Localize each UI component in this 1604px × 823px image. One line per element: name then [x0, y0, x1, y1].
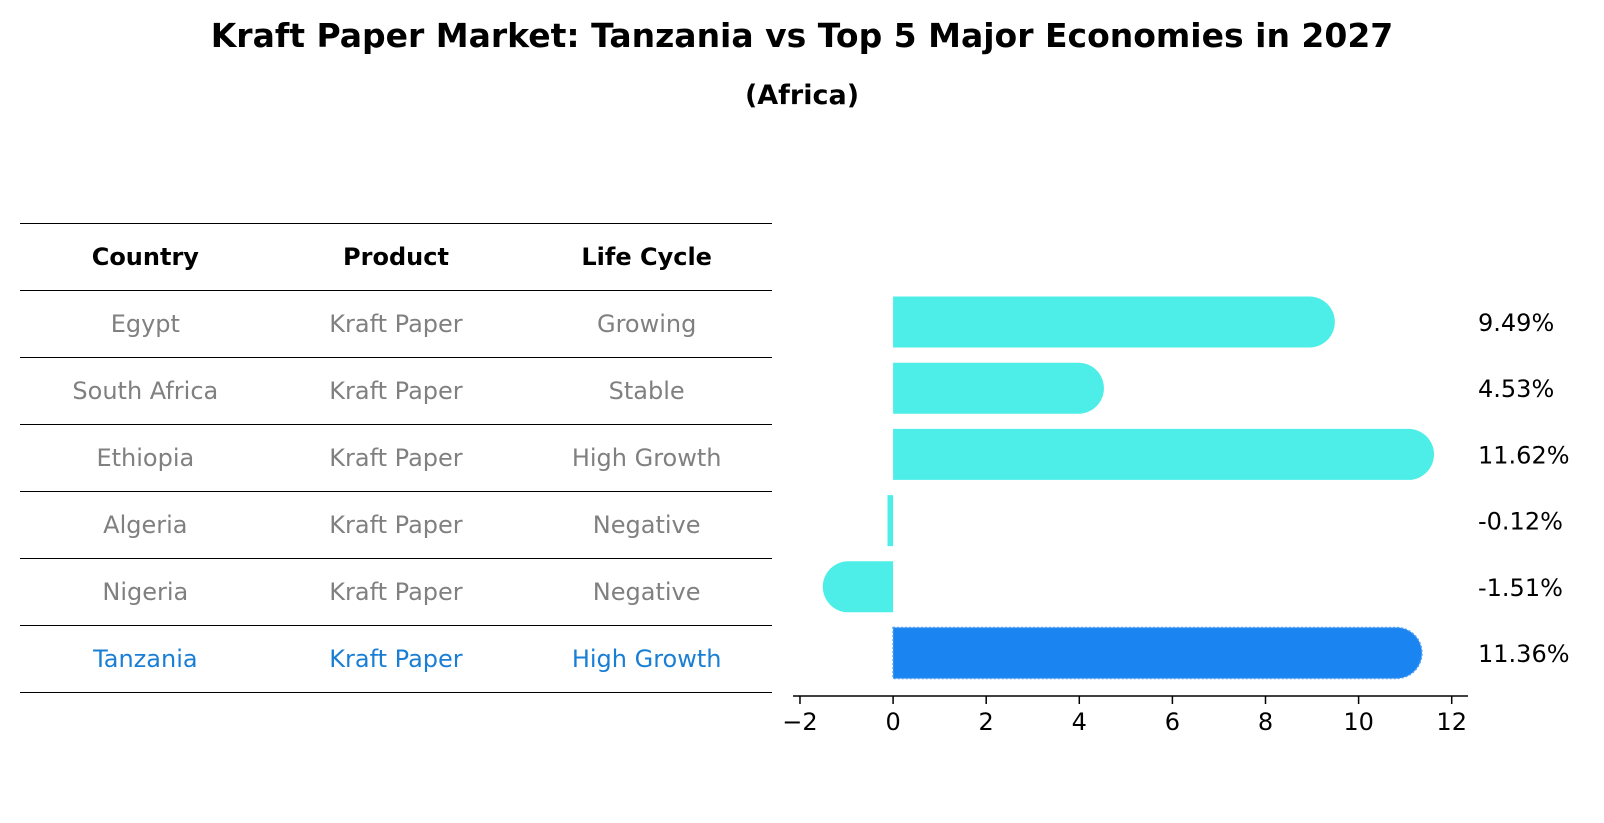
cell-country: Ethiopia [20, 424, 271, 492]
x-tick-label: 10 [1343, 708, 1374, 736]
country-table: Country Product Life Cycle Egypt Kraft P… [20, 223, 772, 693]
table-row: Nigeria Kraft Paper Negative [20, 558, 772, 626]
table-row: Ethiopia Kraft Paper High Growth [20, 424, 772, 492]
table-row: Egypt Kraft Paper Growing [20, 290, 772, 358]
value-label: -0.12% [1478, 508, 1563, 536]
header-life-cycle: Life Cycle [521, 223, 772, 291]
cell-life-cycle: High Growth [521, 424, 772, 492]
cell-life-cycle: Growing [521, 290, 772, 358]
table-row: South Africa Kraft Paper Stable [20, 357, 772, 425]
cell-product: Kraft Paper [270, 491, 522, 559]
cell-product: Kraft Paper [270, 357, 522, 425]
cell-life-cycle: Negative [521, 558, 772, 626]
bar-tanzania [892, 626, 1423, 680]
value-label: 11.62% [1478, 441, 1570, 469]
cell-country: Nigeria [20, 558, 271, 626]
cell-country: Tanzania [20, 625, 271, 693]
chart-subtitle: (Africa) [744, 80, 860, 111]
x-tick-label: 2 [979, 708, 994, 736]
x-tick-label: 0 [885, 708, 900, 736]
header-product: Product [270, 223, 522, 291]
bar-algeria [887, 495, 894, 547]
cell-product: Kraft Paper [270, 558, 522, 626]
bar-nigeria [822, 561, 894, 613]
cell-country: Egypt [20, 290, 271, 358]
x-tick-label: 4 [1072, 708, 1087, 736]
x-tick-label: 12 [1436, 708, 1467, 736]
cell-life-cycle: High Growth [521, 625, 772, 693]
bar-ethiopia [893, 428, 1435, 480]
cell-product: Kraft Paper [270, 625, 522, 693]
table-header-row: Country Product Life Cycle [20, 223, 772, 291]
value-label: -1.51% [1478, 574, 1563, 602]
cell-product: Kraft Paper [270, 290, 522, 358]
value-label: 9.49% [1478, 309, 1554, 337]
x-tick-label: 8 [1258, 708, 1273, 736]
x-tick-label: −2 [782, 708, 817, 736]
value-label: 11.36% [1478, 640, 1570, 668]
cell-product: Kraft Paper [270, 424, 522, 492]
bar-egypt [893, 296, 1335, 348]
table-row: Algeria Kraft Paper Negative [20, 491, 772, 559]
value-label: 4.53% [1478, 375, 1554, 403]
header-country: Country [20, 223, 271, 291]
cell-life-cycle: Stable [521, 357, 772, 425]
bar-south-africa [893, 362, 1104, 414]
table-row-highlight: Tanzania Kraft Paper High Growth [20, 625, 772, 693]
chart-title: Kraft Paper Market: Tanzania vs Top 5 Ma… [210, 16, 1394, 55]
cell-life-cycle: Negative [521, 491, 772, 559]
cell-country: Algeria [20, 491, 271, 559]
x-tick-label: 6 [1165, 708, 1180, 736]
cell-country: South Africa [20, 357, 271, 425]
